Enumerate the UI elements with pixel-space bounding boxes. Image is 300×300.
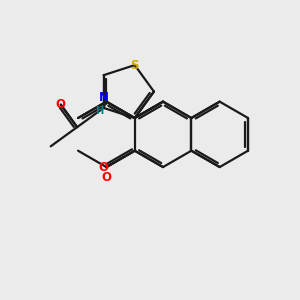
Text: S: S — [130, 58, 139, 72]
Text: O: O — [101, 171, 111, 184]
Text: H: H — [95, 106, 103, 116]
Text: N: N — [99, 92, 109, 104]
Text: O: O — [56, 98, 66, 111]
Text: O: O — [98, 160, 109, 174]
